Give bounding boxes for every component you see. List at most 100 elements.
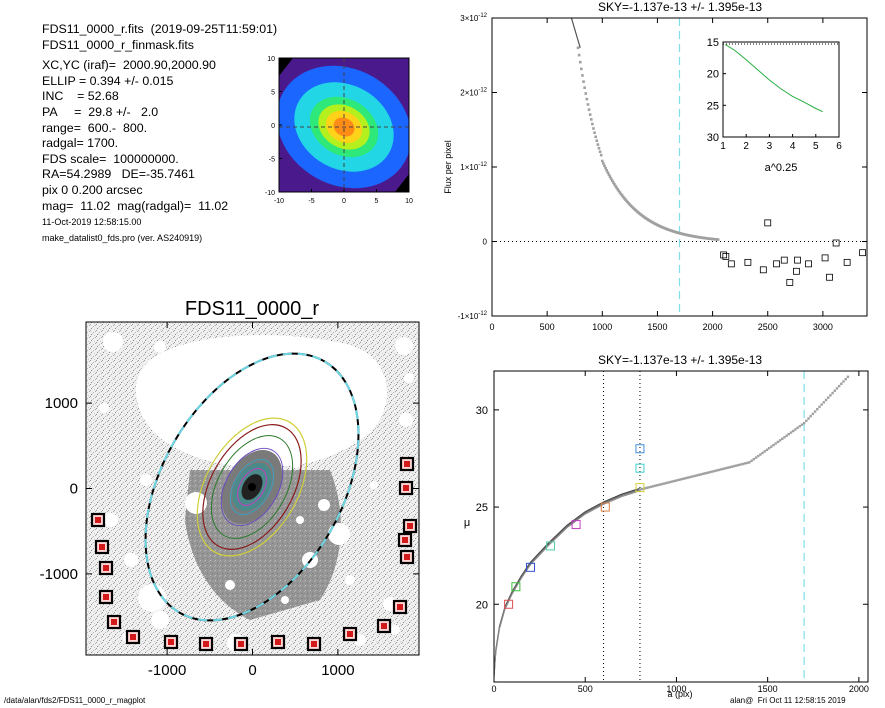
info-line: mag= 11.02 mag(radgal)= 11.02	[42, 198, 229, 213]
sb-point	[682, 477, 685, 480]
sb-point	[717, 468, 720, 472]
galaxy-x-tick: 0	[248, 662, 256, 679]
sb-point	[695, 474, 699, 477]
sky-point	[616, 188, 620, 191]
mask-star	[206, 446, 214, 454]
inset-y-tick: 25	[707, 100, 719, 112]
sb-point	[660, 482, 664, 486]
thumb-y-tick: 0	[271, 123, 275, 130]
sky-point	[620, 194, 624, 197]
sky-point	[581, 74, 584, 77]
sky-box-point	[805, 260, 812, 268]
sky-x-tick: 1500	[647, 322, 667, 332]
sky-point	[586, 103, 590, 106]
sky-point	[584, 92, 588, 95]
mask-star	[154, 341, 166, 353]
sky-point	[600, 159, 604, 163]
sb-x-tick: 0	[491, 684, 496, 694]
mask-star	[395, 337, 413, 355]
sb-point	[783, 436, 786, 439]
sb-point	[811, 412, 815, 416]
sb-point	[671, 480, 674, 483]
sb-y-tick: 25	[476, 502, 488, 514]
thumb-corner	[279, 58, 293, 76]
sky-box-center	[407, 523, 413, 529]
sky-x-tick: 1000	[592, 322, 612, 332]
sky-inset-plot: 1 2 3 4 5 6 15 20 25 30 a^0.25	[707, 37, 842, 174]
sb-point	[829, 394, 832, 397]
surface-brightness-plot: SKY=-1.137e-13 +/- 1.395e-13 a (pix) μ 0…	[464, 353, 869, 699]
sb-point	[680, 478, 683, 481]
sky-point	[617, 189, 621, 193]
sky-box-center	[130, 634, 136, 640]
info-line: radgal= 1700.	[42, 136, 119, 151]
sky-box-point	[759, 266, 767, 274]
sb-point	[651, 485, 655, 488]
sky-y-tick-exponent: -12	[478, 88, 487, 94]
sb-point	[763, 450, 766, 453]
inset-y-tick: 15	[707, 37, 719, 49]
info-small-line: 11-Oct-2019 12:58:15.00	[42, 217, 142, 228]
sb-point	[640, 487, 644, 491]
sky-point	[595, 139, 599, 143]
thumb-y-tick: -10	[265, 190, 275, 197]
sky-point	[610, 179, 614, 182]
sky-box-point	[744, 258, 752, 266]
sb-point	[704, 472, 707, 475]
inset-x-tick: 6	[836, 141, 842, 152]
galaxy-image-plot: FDS11_0000_r -1000 0 100	[40, 298, 420, 679]
info-line: XC,YC (iraf)= 2000.90,2000.90	[42, 58, 216, 73]
sb-point	[750, 459, 753, 462]
thumb-y-tick: -5	[269, 157, 275, 164]
sb-y-tick: 20	[476, 599, 488, 611]
mask-star	[103, 332, 123, 352]
sky-box-point	[832, 239, 840, 247]
sb-point	[748, 461, 751, 464]
sb-point	[772, 443, 775, 447]
sb-x-tick: 1500	[758, 684, 778, 694]
mask-star	[404, 373, 414, 383]
mask-star	[370, 481, 378, 489]
sb-profile-line	[494, 487, 641, 676]
sb-point	[726, 466, 729, 469]
thumb-y-tick: 5	[271, 90, 275, 97]
sb-x-tick: 2000	[849, 684, 869, 694]
sb-point	[778, 439, 782, 442]
sb-point	[721, 467, 725, 471]
mask-star	[296, 516, 304, 524]
sky-box-center	[99, 544, 105, 550]
sb-point	[678, 478, 681, 481]
sb-point	[713, 469, 716, 473]
footer-left: /data/alan/fds2/FDS11_0000_r_magplot	[4, 696, 146, 705]
inset-y-tick: 20	[707, 69, 719, 81]
mask-star	[345, 575, 355, 585]
info-block: FDS11_0000_r.fits (2019-09-25T11:59:01) F…	[42, 22, 277, 246]
mask-star	[151, 611, 169, 629]
sky-y-tick: -1×10-12	[458, 311, 488, 321]
sky-box-point	[859, 249, 866, 257]
sb-point	[728, 466, 731, 469]
sb-point	[770, 445, 773, 448]
info-line: range= 600.- 800.	[42, 120, 148, 135]
sb-point	[732, 464, 736, 468]
sb-point	[813, 410, 817, 413]
sb-point	[842, 380, 845, 383]
sb-y-tick: 30	[476, 405, 488, 417]
sky-point	[602, 162, 605, 165]
info-small-line: make_datalist0_fds.pro (ver. AS240919)	[42, 233, 203, 244]
sky-point	[589, 118, 593, 121]
sb-point	[656, 484, 659, 487]
sky-point	[599, 153, 603, 157]
inset-x-tick: 3	[767, 141, 773, 152]
sb-point	[658, 483, 661, 486]
sb-point	[697, 473, 701, 477]
info-line: PA = 29.8 +/- 2.0	[42, 104, 159, 119]
sb-point	[759, 453, 762, 456]
sb-point	[667, 481, 670, 484]
thumb-corner	[395, 174, 409, 192]
sb-point	[743, 462, 747, 465]
sky-box-point	[843, 258, 851, 266]
sky-plot-title: SKY=-1.137e-13 +/- 1.395e-13	[598, 0, 762, 14]
sb-point	[756, 454, 760, 458]
sky-box-point	[764, 219, 772, 227]
